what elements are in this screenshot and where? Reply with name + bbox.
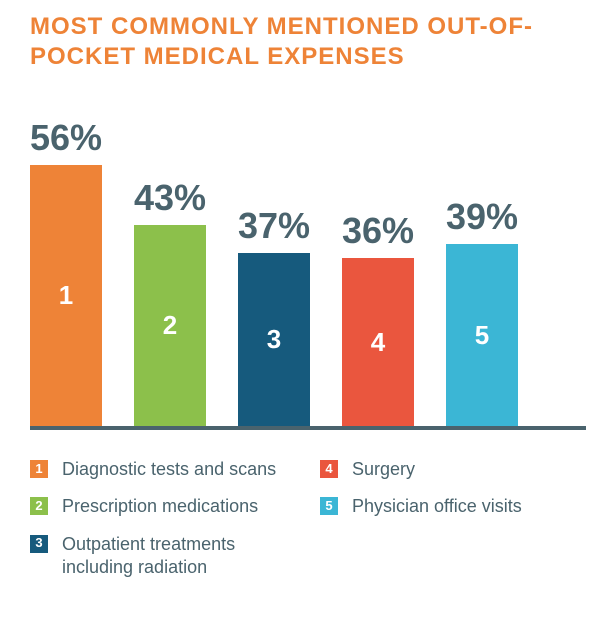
- bar-wrap-4: 36% 4: [342, 210, 414, 426]
- legend-swatch: 1: [30, 460, 48, 478]
- legend-label: Physician office visits: [352, 495, 586, 518]
- bar-value-label: 56%: [30, 117, 102, 159]
- chart-title: MOST COMMONLY MENTIONED OUT-OF-POCKET ME…: [30, 12, 586, 72]
- bar-value-label: 43%: [134, 177, 206, 219]
- legend-swatch-number: 5: [325, 498, 332, 515]
- legend-item-1: 1 Diagnostic tests and scans: [30, 458, 296, 481]
- legend-item-4: 4 Surgery: [320, 458, 586, 481]
- legend-swatch-number: 2: [35, 498, 42, 515]
- bar-rank-number: 4: [371, 327, 385, 358]
- bar-value-label: 39%: [446, 196, 518, 238]
- bar-wrap-3: 37% 3: [238, 205, 310, 426]
- bar: 3: [238, 253, 310, 426]
- legend-swatch: 5: [320, 497, 338, 515]
- legend-swatch: 4: [320, 460, 338, 478]
- legend-label: Surgery: [352, 458, 586, 481]
- bar: 5: [446, 244, 518, 426]
- legend: 1 Diagnostic tests and scans 4 Surgery 2 Pres…: [30, 458, 586, 580]
- legend-swatch: 3: [30, 535, 48, 553]
- bar: 1: [30, 165, 102, 426]
- bar-value-label: 37%: [238, 205, 310, 247]
- bar: 2: [134, 225, 206, 426]
- legend-swatch-number: 4: [325, 461, 332, 478]
- legend-item-5: 5 Physician office visits: [320, 495, 586, 518]
- bar-wrap-5: 39% 5: [446, 196, 518, 426]
- legend-item-2: 2 Prescription medications: [30, 495, 296, 518]
- bar-rank-number: 1: [59, 280, 73, 311]
- legend-swatch-number: 1: [35, 461, 42, 478]
- legend-item-3: 3 Outpatient treatments including radiati…: [30, 533, 296, 580]
- bar: 4: [342, 258, 414, 426]
- bar-rank-number: 5: [475, 320, 489, 351]
- bar-wrap-2: 43% 2: [134, 177, 206, 426]
- legend-label: Prescription medications: [62, 495, 296, 518]
- bar-wrap-1: 56% 1: [30, 117, 102, 426]
- legend-label: Outpatient treatments including radiatio…: [62, 533, 296, 580]
- bar-rank-number: 3: [267, 324, 281, 355]
- chart-area: 56% 1 43% 2 37% 3 36% 4 39% 5: [30, 90, 586, 430]
- legend-swatch: 2: [30, 497, 48, 515]
- bar-value-label: 36%: [342, 210, 414, 252]
- bars-container: 56% 1 43% 2 37% 3 36% 4 39% 5: [30, 90, 586, 430]
- legend-label: Diagnostic tests and scans: [62, 458, 296, 481]
- legend-swatch-number: 3: [35, 535, 42, 552]
- bar-rank-number: 2: [163, 310, 177, 341]
